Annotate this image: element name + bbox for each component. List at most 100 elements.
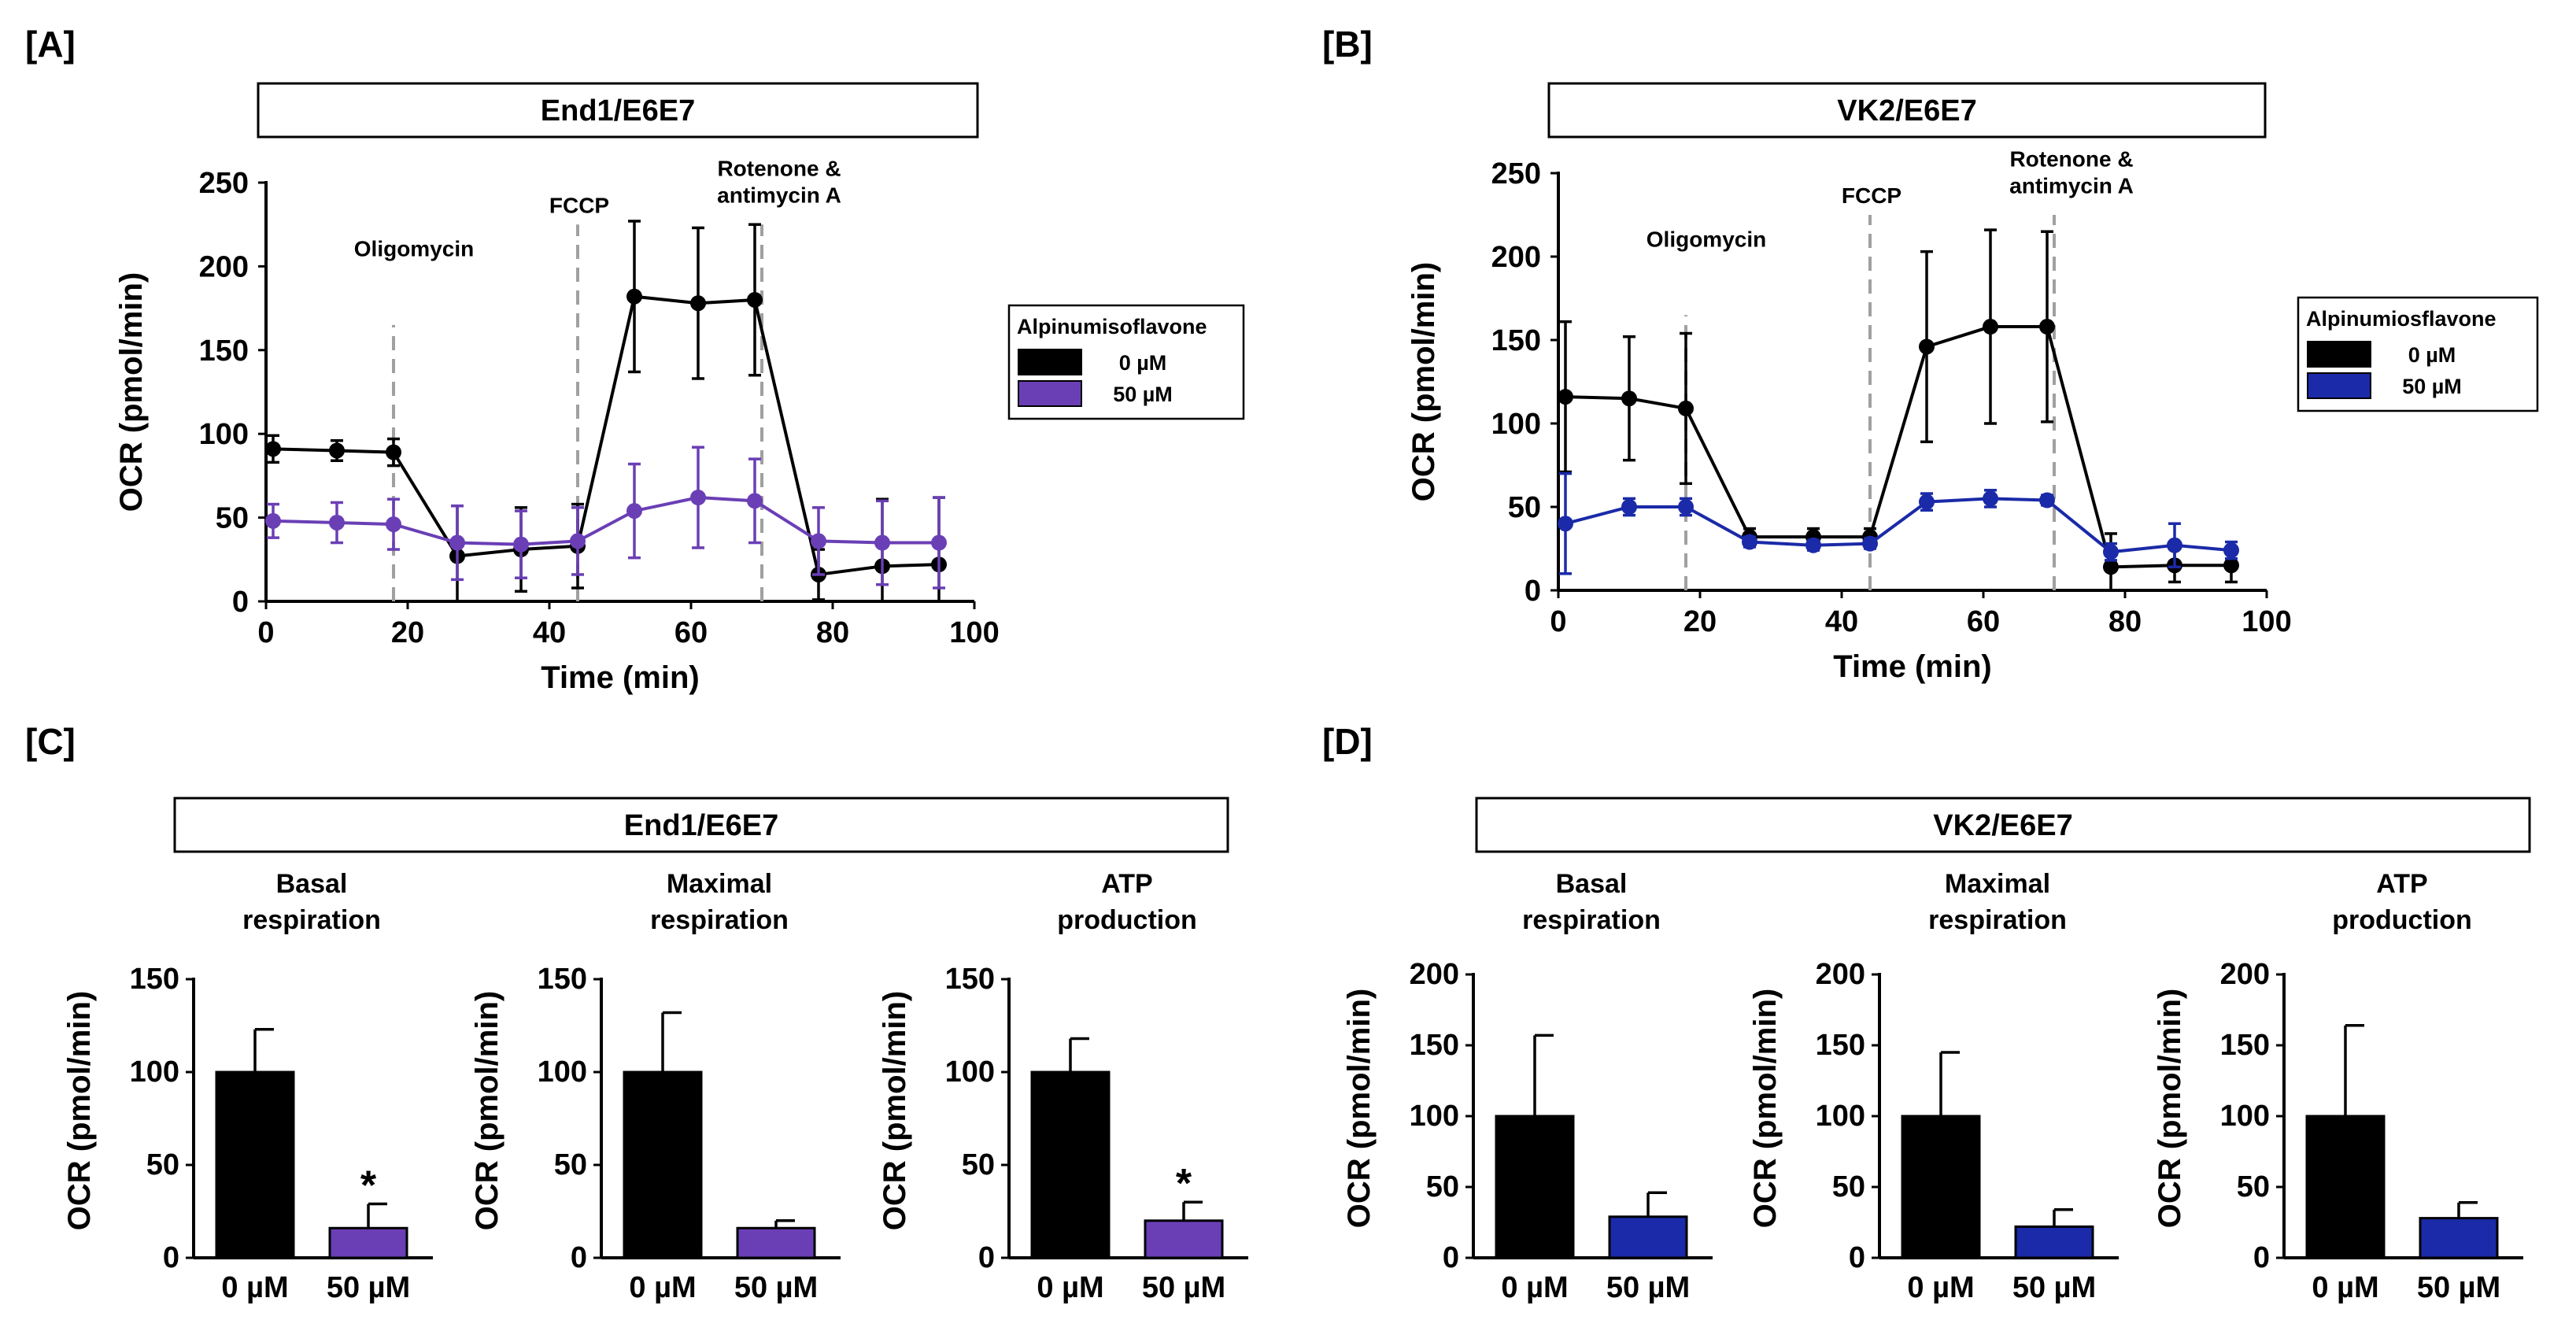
data-point [1862,535,1878,552]
data-point [747,291,763,308]
data-point [2039,492,2055,508]
panel-title: VK2/E6E7 [1837,94,1976,128]
legend-label: 50 µM [2402,375,2462,398]
x-tick-label: 50 µM [1606,1271,1690,1304]
injection-label: antimycin A [717,183,841,207]
y-tick-label: 100 [199,418,249,451]
panel-label: [C] [25,721,76,762]
legend-swatch [2307,372,2371,399]
panel-title-box [257,82,979,139]
y-tick-label: 0 [571,1241,587,1274]
legend-swatch [1018,349,1082,375]
subplot-title: Maximal [667,869,772,899]
panel-title: End1/E6E7 [624,809,778,842]
injection-label: FCCP [1842,183,1902,208]
injection-label: FCCP [549,193,609,217]
data-point [1742,534,1757,550]
y-tick-label: 250 [199,167,249,200]
series-0 [1558,228,2239,592]
data-point [2223,542,2239,559]
subplot-title: respiration [242,905,381,935]
bar-panel-2: [C] End1/E6E7 Basal respiration 0 50 100 150 OCR… [25,721,1248,1304]
line-panel-1: [B] VK2/E6E7 0 50 100 150 200 250 0 20 40 60 80 100 Ti… [1322,24,2539,684]
bar-subplot-0: Basal respiration 0 50 100 150 200 OCR (pmol/mi… [1342,869,1713,1304]
data-point [931,534,947,551]
injection-label: Oligomycin [354,237,474,261]
y-tick-label: 0 [2253,1241,2270,1274]
y-tick-label: 150 [538,963,587,996]
series-0 [265,220,947,603]
y-tick-label: 100 [130,1056,179,1089]
y-tick-label: 150 [945,963,995,996]
x-tick-label: 50 µM [327,1271,410,1304]
y-axis-label: OCR (pmol/min) [2153,989,2187,1228]
y-tick-label: 50 [216,502,249,535]
y-tick-label: 150 [1410,1029,1459,1062]
y-axis-label: OCR (pmol/min) [470,991,504,1230]
data-point [811,533,826,549]
data-point [874,534,890,551]
y-axis-label: OCR (pmol/min) [114,272,149,512]
bar [623,1070,703,1259]
bar [1901,1115,1981,1259]
injection-label: antimycin A [2009,174,2134,198]
subplot-title: ATP [2376,869,2427,899]
bar [1030,1070,1111,1259]
bar-panel-3: [D] VK2/E6E7 Basal respiration 0 50 100 150 200 O… [1322,721,2531,1304]
panel-label: [B] [1322,24,1373,65]
data-point [690,295,706,312]
data-point [1558,516,1573,532]
x-tick-label: 100 [949,616,999,649]
data-point [1621,390,1637,407]
y-tick-label: 50 [1832,1170,1865,1204]
significance-marker: * [1176,1161,1192,1207]
x-tick-label: 50 µM [1142,1271,1225,1304]
bar [2014,1225,2094,1259]
bar-subplot-1: Maximal respiration 0 50 100 150 200 OCR (pmol/… [1748,869,2119,1304]
data-point [1983,319,1998,335]
data-point [1678,499,1694,515]
y-tick-label: 50 [962,1148,995,1181]
injection-label: Oligomycin [1646,227,1766,251]
injection-label: Rotenone & [717,156,841,180]
data-point [747,493,763,509]
y-tick-label: 150 [2220,1029,2270,1062]
y-tick-label: 100 [1410,1100,1459,1133]
data-point [626,288,642,305]
y-tick-label: 50 [146,1148,179,1181]
y-tick-label: 0 [232,586,249,619]
bar-subplot-2: ATP production 0 50 100 150 200 OCR (pmol/min) 0… [2153,869,2523,1304]
legend-swatch [1018,380,1082,407]
subplot-title: production [1057,905,1197,935]
data-point [626,503,642,519]
data-point [1805,537,1821,553]
bar [2305,1115,2386,1259]
series-1 [1558,471,2239,575]
series-line [272,294,940,577]
bar [1144,1219,1224,1259]
x-tick-label: 0 [257,616,274,649]
injection-label: Rotenone & [2009,147,2133,172]
x-tick-label: 0 µM [1037,1271,1103,1304]
data-point [1919,494,1935,510]
bar [328,1226,408,1259]
y-tick-label: 200 [1816,958,1865,991]
y-axis-label: OCR (pmol/min) [62,991,97,1230]
panel-label: [A] [25,24,76,65]
bar [2419,1217,2499,1259]
y-tick-label: 50 [2237,1170,2270,1204]
data-point [1678,400,1694,416]
subplot-title: respiration [650,905,789,935]
x-tick-label: 40 [1825,605,1858,638]
x-tick-label: 50 µM [2012,1271,2096,1304]
data-point [570,533,586,549]
x-axis-label: Time (min) [1833,649,1992,684]
panel-title: End1/E6E7 [541,94,695,128]
panel-title: VK2/E6E7 [1933,809,2072,842]
data-point [1919,338,1935,355]
x-tick-label: 0 µM [221,1271,288,1304]
bar [736,1226,816,1259]
data-point [2103,544,2119,560]
y-tick-label: 0 [1849,1241,1865,1274]
y-tick-label: 250 [1491,157,1541,190]
